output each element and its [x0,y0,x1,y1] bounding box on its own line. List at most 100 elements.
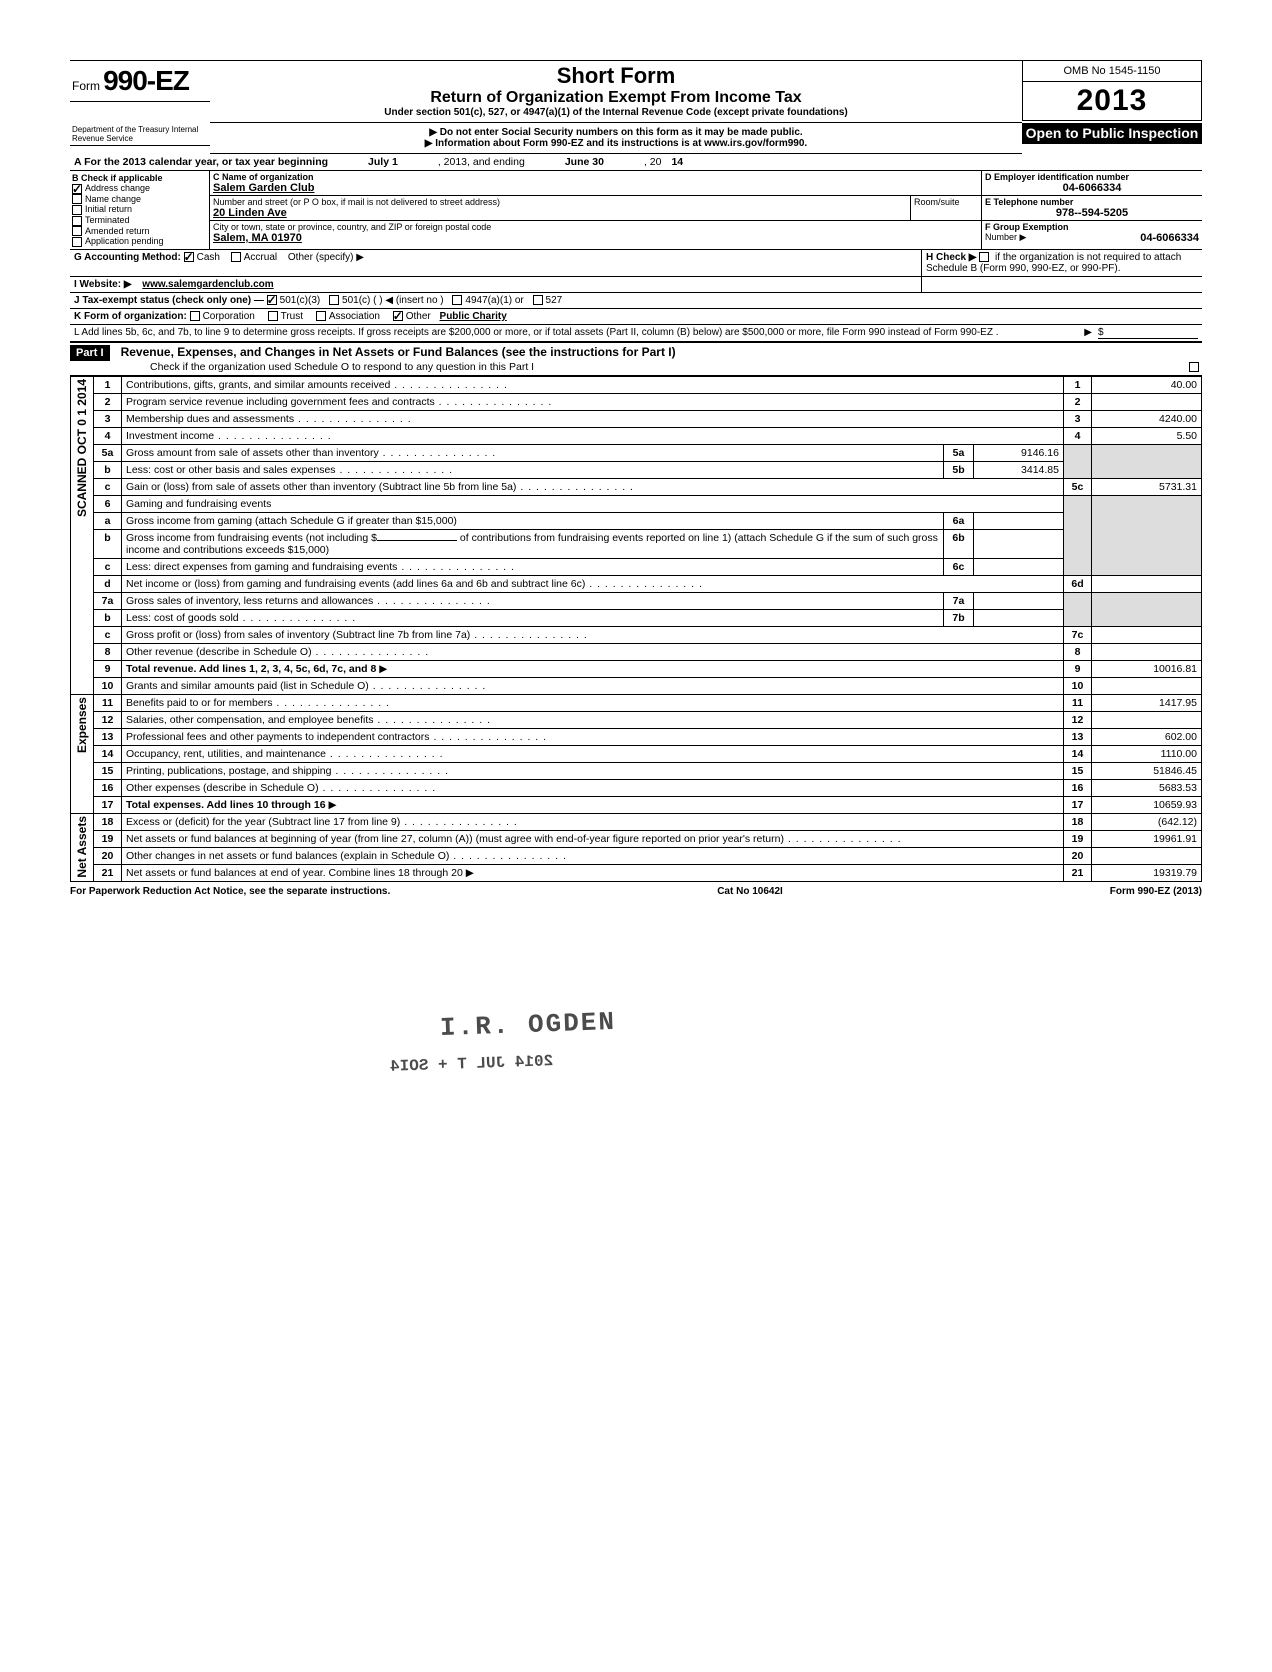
g-label: G Accounting Method: [74,252,181,263]
checkbox-trust[interactable] [268,311,278,321]
checkbox-initial[interactable] [72,205,82,215]
street: 20 Linden Ave [213,207,907,219]
footer-left: For Paperwork Reduction Act Notice, see … [70,886,390,897]
ln10-amt [1092,677,1202,694]
section-i: I Website: ▶ www.salemgardenclub.com [70,277,922,292]
group-exemption: 04-6066334 [1140,232,1199,244]
dept-cell: Department of the Treasury Internal Reve… [70,123,210,146]
ln21-desc: Net assets or fund balances at end of ye… [126,867,463,879]
ssn-note: ▶ Do not enter Social Security numbers o… [214,127,1018,138]
ln15-desc: Printing, publications, postage, and shi… [126,765,449,777]
checkbox-corp[interactable] [190,311,200,321]
checkbox-address[interactable] [72,184,82,194]
row-a-suffix: , 20 [644,156,662,168]
b-item-address: Address change [72,183,207,194]
info-note: ▶ Information about Form 990-EZ and its … [214,138,1018,149]
ty-end: June 30 [565,156,604,168]
form-page: Form 990-EZ Short Form Return of Organiz… [70,60,1202,897]
ln2-desc: Program service revenue including govern… [126,396,552,408]
ln17-desc: Total expenses. Add lines 10 through 16 [126,799,326,811]
j-label: J Tax-exempt status (check only one) — [74,295,264,306]
page-footer: For Paperwork Reduction Act Notice, see … [70,882,1202,897]
checkbox-name[interactable] [72,194,82,204]
ln11-amt: 1417.95 [1092,694,1202,711]
section-j: J Tax-exempt status (check only one) — 5… [70,293,1202,309]
ln3-amt: 4240.00 [1092,410,1202,427]
section-def: D Employer identification number 04-6066… [982,171,1202,249]
open-inspection: Open to Public Inspection [1022,123,1202,144]
b-item-pending: Application pending [72,236,207,247]
b-item-amended: Amended return [72,226,207,237]
ln8-desc: Other revenue (describe in Schedule O) [126,646,429,658]
ty-end-yr: 14 [671,156,683,168]
checkbox-527[interactable] [533,295,543,305]
form-number-cell: Form 990-EZ [70,60,210,102]
ln10-desc: Grants and similar amounts paid (list in… [126,680,486,692]
ln17-amt: 10659.93 [1092,796,1202,813]
ln7b-amt [974,609,1064,626]
checkbox-501c[interactable] [329,295,339,305]
city-label: City or town, state or province, country… [213,222,978,232]
ln19-amt: 19961.91 [1092,830,1202,847]
g-other: Other (specify) ▶ [288,252,364,263]
checkbox-pending[interactable] [72,237,82,247]
ln3-desc: Membership dues and assessments [126,413,412,425]
checkbox-other[interactable] [393,311,403,321]
ln14-desc: Occupancy, rent, utilities, and maintena… [126,748,444,760]
form-header: Form 990-EZ Short Form Return of Organiz… [70,60,1202,123]
city: Salem, MA 01970 [213,232,978,244]
ln18-desc: Excess or (deficit) for the year (Subtra… [126,816,518,828]
tax-year: 2013 [1022,82,1202,121]
ln7b-desc: Less: cost of goods sold [126,612,356,624]
ln7a-amt [974,592,1064,609]
checkbox-4947[interactable] [452,295,462,305]
ln5c-amt: 5731.31 [1092,478,1202,495]
footer-right: Form 990-EZ (2013) [1110,886,1202,897]
section-l: L Add lines 5b, 6c, and 7b, to line 9 to… [70,325,1202,342]
e-label: E Telephone number [985,197,1199,207]
checkbox-assoc[interactable] [316,311,326,321]
ln4-amt: 5.50 [1092,427,1202,444]
part-i-tag: Part I [70,345,110,361]
omb-number: OMB No 1545-1150 [1022,60,1202,82]
c-name-label: C Name of organization [213,172,978,182]
b-item-terminated: Terminated [72,215,207,226]
website: www.salemgardenclub.com [142,279,273,290]
ln2-amt [1092,393,1202,410]
checkbox-h[interactable] [979,252,989,262]
checkbox-501c3[interactable] [267,295,277,305]
ln6a-desc: Gross income from gaming (attach Schedul… [126,515,457,527]
stamp-date: 2014 JUL T + SOI4 [390,1052,554,1076]
org-name: Salem Garden Club [213,182,978,194]
ln6d-amt [1092,575,1202,592]
ln6-desc: Gaming and fundraising events [122,495,1064,512]
stamp-ogden: I.R. OGDEN [440,1007,617,1043]
ln7c-desc: Gross profit or (loss) from sales of inv… [126,629,588,641]
ln1-desc: Contributions, gifts, grants, and simila… [126,379,508,391]
checkbox-amended[interactable] [72,226,82,236]
ln13-desc: Professional fees and other payments to … [126,731,547,743]
section-g: G Accounting Method: Cash Accrual Other … [70,250,922,276]
ln6d-desc: Net income or (loss) from gaming and fun… [126,578,703,590]
side-revenue: SCANNED OCT 0 1 2014 [71,376,94,694]
checkbox-terminated[interactable] [72,216,82,226]
h-label: H Check ▶ [926,252,976,263]
ln16-amt: 5683.53 [1092,779,1202,796]
ln15-amt: 51846.45 [1092,762,1202,779]
ln5c-desc: Gain or (loss) from sale of assets other… [126,481,634,493]
k-label: K Form of organization: [74,311,187,322]
checkbox-part-i[interactable] [1189,362,1199,372]
checkbox-cash[interactable] [184,252,194,262]
l-dollar: $ [1098,327,1104,338]
side-expenses: Expenses [71,694,94,813]
ln11-desc: Benefits paid to or for members [126,697,390,709]
ln6c-desc: Less: direct expenses from gaming and fu… [126,561,515,573]
section-k: K Form of organization: Corporation Trus… [70,309,1202,325]
ln1-amt: 40.00 [1092,376,1202,393]
k-other-val: Public Charity [440,311,507,322]
f-label: F Group Exemption [985,222,1069,232]
ln13-amt: 602.00 [1092,728,1202,745]
checkbox-accrual[interactable] [231,252,241,262]
d-label: D Employer identification number [985,172,1199,182]
ln9-amt: 10016.81 [1092,660,1202,677]
